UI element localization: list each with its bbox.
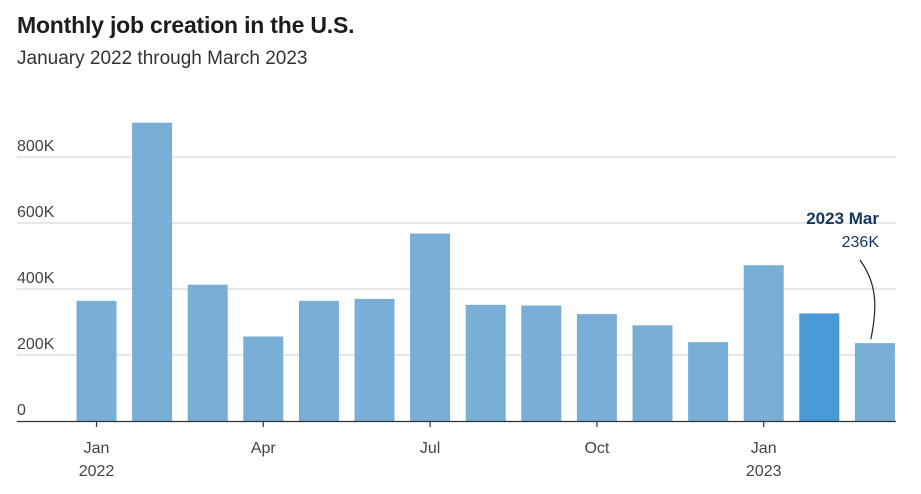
- bar-2[interactable]: [187, 284, 228, 421]
- bar-11[interactable]: [688, 342, 729, 421]
- x-tick-label: Jan: [751, 440, 777, 457]
- bar-12[interactable]: [743, 265, 784, 421]
- bar-14[interactable]: [854, 343, 895, 421]
- y-tick-label: 400K: [17, 270, 55, 287]
- x-tick-year-label: 2023: [746, 463, 782, 480]
- chart-subtitle: January 2022 through March 2023: [17, 48, 308, 69]
- x-tick-label: Jul: [420, 440, 440, 457]
- x-tick-year-label: 2022: [79, 463, 115, 480]
- x-tick-label: Apr: [251, 440, 277, 457]
- chart-title: Monthly job creation in the U.S.: [17, 12, 355, 38]
- bar-13[interactable]: [799, 313, 840, 421]
- bar-8[interactable]: [521, 305, 562, 422]
- bar-3[interactable]: [243, 336, 284, 421]
- y-tick-label: 600K: [17, 204, 55, 221]
- bar-7[interactable]: [465, 304, 506, 421]
- bar-10[interactable]: [632, 325, 673, 421]
- bar-9[interactable]: [576, 314, 617, 421]
- annotation-title: 2023 Mar: [806, 209, 879, 228]
- annotation-value: 236K: [842, 234, 880, 251]
- y-tick-label: 200K: [17, 336, 55, 353]
- y-tick-label: 800K: [17, 138, 55, 155]
- x-tick-label: Oct: [584, 440, 609, 457]
- bar-4[interactable]: [298, 300, 339, 421]
- bar-5[interactable]: [354, 298, 395, 421]
- bar-1[interactable]: [132, 122, 173, 422]
- x-tick-label: Jan: [84, 440, 110, 457]
- y-tick-label: 0: [17, 402, 26, 419]
- annotation-leader-line: [859, 259, 876, 340]
- bar-6[interactable]: [410, 233, 451, 421]
- bar-0[interactable]: [76, 300, 117, 421]
